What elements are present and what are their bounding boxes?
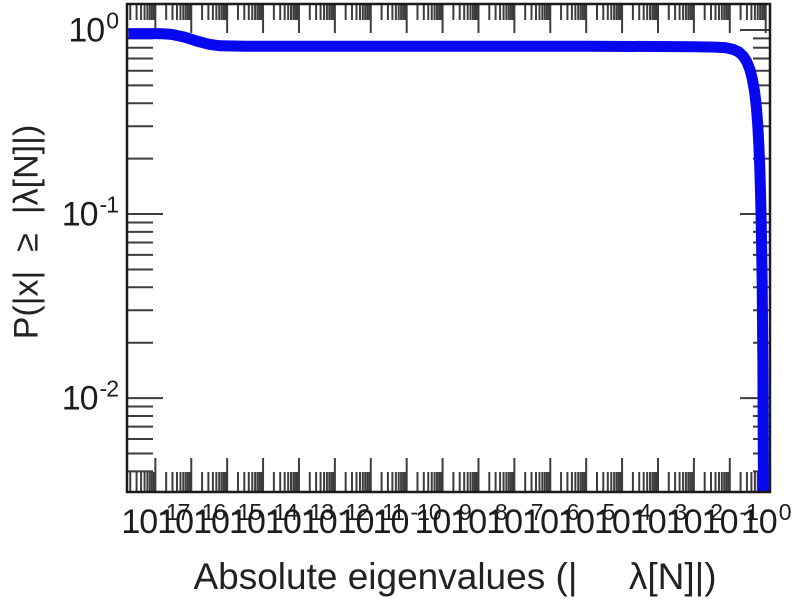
x-tick-label-1e-14: 10-14 xyxy=(229,499,298,541)
x-tick-label-1e-8: 10-8 xyxy=(450,499,507,541)
x-tick-label-1e-13: 10-13 xyxy=(264,499,334,541)
x-tick-label-1e-6: 10-6 xyxy=(522,499,579,541)
x-tick-label-1e-7: 10-7 xyxy=(486,499,543,541)
x-tick-label-1e-12: 10-12 xyxy=(300,499,370,541)
x-tick-label-1e-2: 10-2 xyxy=(665,499,723,541)
x-tick-label-1e-17: 10-17 xyxy=(121,499,190,541)
x-tick-label-1e-5: 10-5 xyxy=(558,499,615,541)
x-tick-label-1e-9: 10-9 xyxy=(414,499,471,541)
y-tick-label-1e-2: 10-2 xyxy=(61,375,119,418)
y-tick-label-1e-1: 10-1 xyxy=(61,191,119,234)
y-tick-label-1e0: 100 xyxy=(68,7,119,50)
x-tick-label-1e-3: 10-3 xyxy=(629,499,687,541)
x-tick-label-1e-11: 10-11 xyxy=(337,499,405,541)
x-axis-title: Absolute eigenvalues (| λ[N]|) xyxy=(193,556,717,597)
x-tick-label-1e0: 100 xyxy=(740,499,792,541)
x-tick-label-1e-1: 10-1 xyxy=(701,499,759,541)
series-ccdf-absolute-eigenvalues xyxy=(128,28,769,492)
x-tick-label-1e-16: 10-16 xyxy=(157,499,226,541)
y-axis-title: P(|x| ≥ |λ[N]|) xyxy=(7,124,46,340)
x-tick-label-1e-4: 10-4 xyxy=(593,499,651,541)
x-tick-label-1e-15: 10-15 xyxy=(193,499,262,541)
plot-border xyxy=(125,2,772,494)
x-tick-label-1e-10: 10-10 xyxy=(372,499,442,541)
